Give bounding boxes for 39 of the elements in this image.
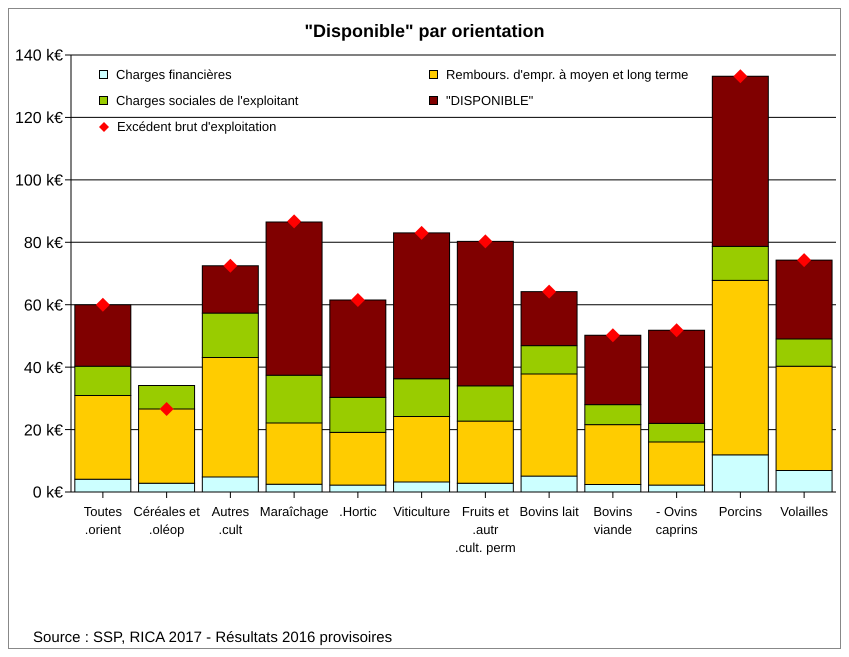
x-tick-label: Viticulture [393, 504, 450, 519]
point [606, 328, 620, 342]
point [414, 226, 429, 240]
point [223, 258, 238, 273]
legend-label: "DISPONIBLE" [444, 93, 536, 108]
y-tick-label: 60 k€ [24, 297, 64, 314]
point [96, 298, 110, 312]
point [670, 323, 684, 338]
x-tick-label: Bovins lait [520, 504, 580, 519]
legend-label: Excédent brut d'exploitation [115, 119, 278, 134]
y-tick-label: 140 k€ [14, 48, 64, 65]
y-tick-label: 120 k€ [14, 110, 64, 128]
x-tick-label: Céréales et .oléop [133, 504, 200, 537]
x-tick-label: Maraîchage [260, 504, 328, 519]
legend-label: Charges sociales de l'exploitant [114, 93, 300, 108]
point [478, 234, 492, 248]
y-tick-label: 100 k€ [14, 172, 64, 190]
legend-label: Charges financières [114, 67, 234, 82]
y-tick-label: 20 k€ [24, 422, 64, 440]
point [542, 284, 556, 299]
x-tick-label: Autres .cult [212, 504, 250, 537]
x-tick-label: - Ovins caprins [656, 504, 698, 537]
x-tick-label: Volailles [780, 504, 828, 519]
x-tick-label: .Hortic [339, 504, 378, 519]
y-tick-label: 80 k€ [24, 234, 64, 252]
x-tick-label: Bovins viande [593, 504, 633, 537]
y-tick-label: 0 k€ [32, 484, 64, 502]
point [350, 293, 365, 308]
point [287, 214, 302, 228]
x-tick-label: Fruits et .autr .cult. perm [455, 504, 516, 555]
point [797, 253, 812, 268]
y-tick-label: 40 k€ [24, 360, 64, 377]
legend-label: Rembours. d'empr. à moyen et long terme [444, 67, 690, 82]
x-tick-label: Toutes .orient [84, 504, 123, 537]
x-tick-label: Porcins [718, 504, 763, 519]
point [160, 402, 174, 416]
chart-title: "Disponible" par orientation [303, 21, 546, 42]
point [733, 69, 748, 84]
source-note: Source : SSP, RICA 2017 - Résultats 2016 provisoires [33, 629, 392, 646]
